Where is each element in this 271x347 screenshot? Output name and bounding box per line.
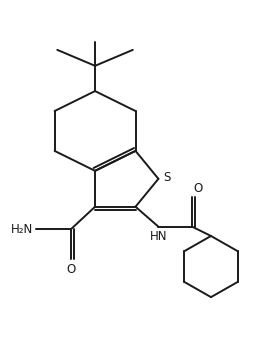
Text: O: O (66, 263, 75, 276)
Text: O: O (193, 182, 203, 195)
Text: HN: HN (150, 230, 167, 243)
Text: H₂N: H₂N (11, 223, 33, 236)
Text: S: S (163, 171, 171, 184)
